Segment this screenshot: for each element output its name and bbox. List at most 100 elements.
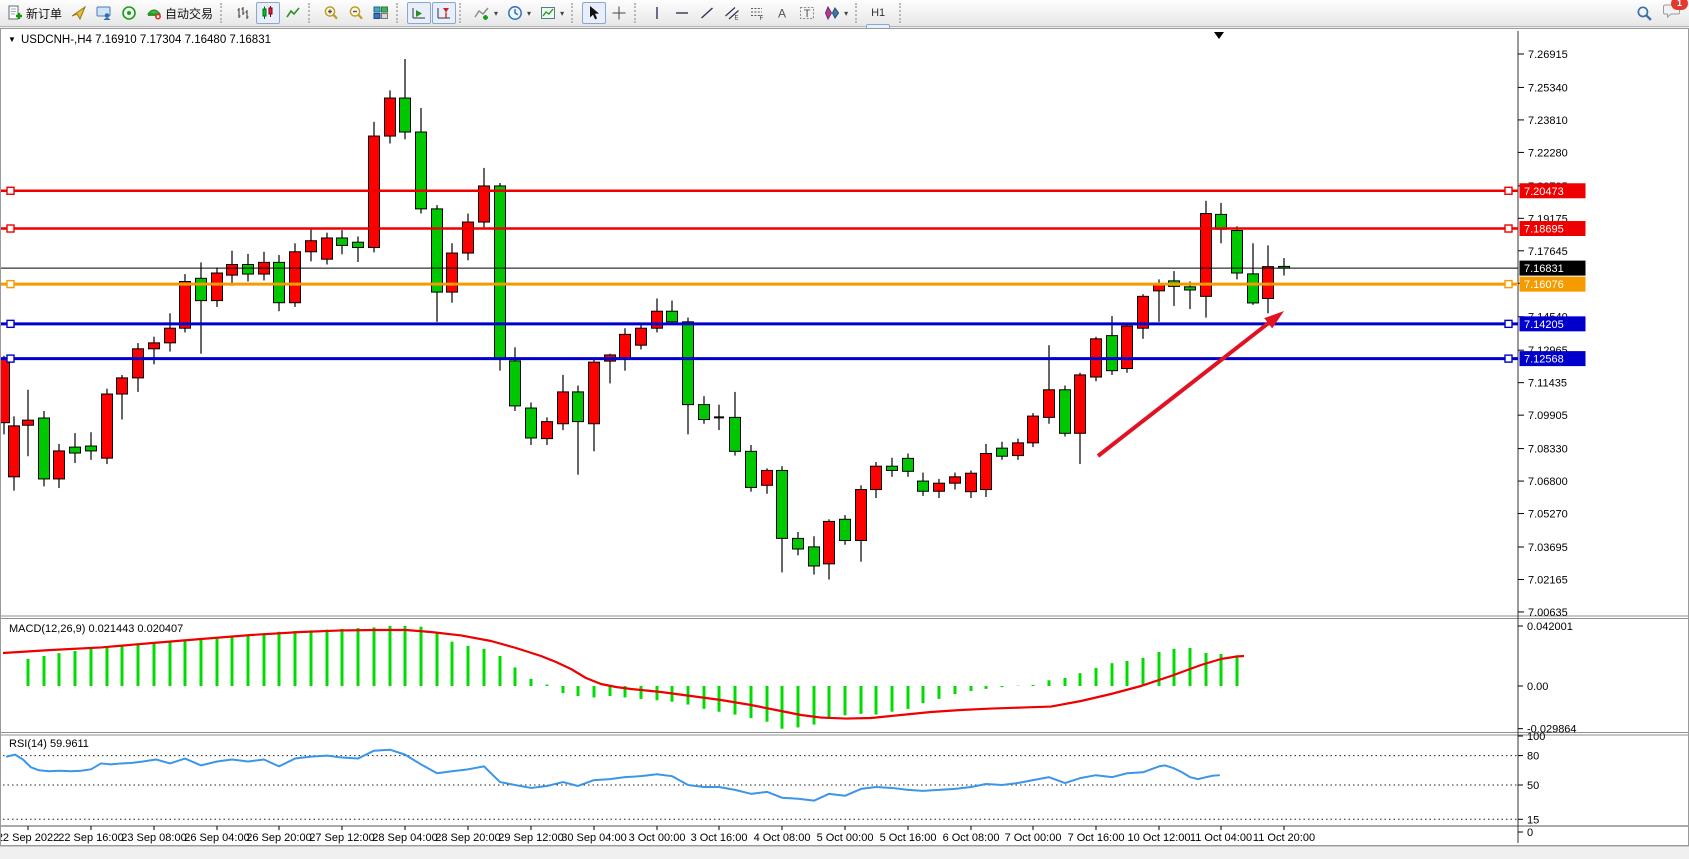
candle (557, 374, 569, 431)
equidistant-channel-button[interactable]: E (720, 2, 744, 24)
time-axis-label: 30 Sep 04:00 (561, 832, 626, 844)
templates-button[interactable]: ▾ (536, 2, 568, 24)
line-handle[interactable] (1504, 279, 1513, 289)
chart-canvas[interactable]: 7.269157.253407.238107.222807.207057.191… (0, 29, 1688, 845)
auto-trading-button[interactable]: 自动交易 (142, 2, 217, 24)
price-tick-label: 7.26915 (1528, 49, 1568, 61)
candle (666, 300, 678, 324)
candle (1074, 372, 1086, 465)
candle (368, 121, 380, 253)
arrows-button[interactable]: ▾ (820, 2, 852, 24)
candlestick-chart-button[interactable] (256, 2, 281, 24)
time-axis-label: 11 Oct 04:00 (1190, 832, 1252, 844)
time-axis-label: 22 Sep 2022 (1, 832, 59, 844)
line-handle[interactable] (6, 224, 15, 233)
line-handle[interactable] (6, 186, 15, 195)
candle (1262, 245, 1274, 314)
svg-text:E: E (735, 16, 739, 22)
price-tick-label: 7.22280 (1528, 147, 1568, 159)
indicators-button[interactable]: ▾ (470, 2, 502, 24)
svg-text:T: T (804, 8, 811, 20)
quotes-export-button[interactable] (67, 2, 91, 24)
svg-text:A: A (778, 7, 786, 21)
price-badge-label: 7.14205 (1524, 319, 1564, 331)
line-handle[interactable] (1504, 319, 1513, 329)
terminal-user-button[interactable] (92, 2, 116, 24)
time-axis-label: 10 Oct 12:00 (1128, 832, 1191, 844)
trend-arrow-line[interactable] (1096, 318, 1275, 458)
channel-icon: E (725, 7, 739, 22)
line-handle[interactable] (6, 279, 15, 289)
line-handle[interactable] (1504, 224, 1513, 233)
candle (1012, 438, 1024, 460)
toolbar-separator (308, 3, 314, 23)
text-button[interactable]: A (770, 2, 794, 24)
toolbar-separator (396, 3, 402, 23)
chart-window: 7.269157.253407.238107.222807.207057.191… (0, 28, 1689, 846)
candle (415, 108, 427, 214)
line-chart-icon (286, 7, 300, 18)
zoom-in-button[interactable] (319, 2, 343, 24)
chart-shift-marker[interactable] (1214, 32, 1224, 39)
timeframe-label: H1 (871, 7, 886, 19)
candle (384, 90, 396, 144)
time-axis-label: 11 Oct 20:00 (1253, 832, 1315, 844)
price-tick-label: 7.08330 (1528, 444, 1568, 456)
notification-badge: 1 (1671, 0, 1688, 10)
candle (101, 388, 113, 465)
candle (917, 472, 929, 496)
expert-advisor-icon (147, 9, 162, 20)
new-order-label: 新订单 (26, 6, 63, 21)
notifications-button[interactable]: 1 (1663, 0, 1688, 24)
horizontal-line-button[interactable] (670, 2, 694, 24)
rsi-line (6, 748, 1220, 802)
line-handle[interactable] (1504, 186, 1513, 195)
price-badge (1519, 260, 1586, 276)
toolbar-separator (220, 3, 226, 23)
tile-windows-icon (373, 6, 389, 19)
trendline-button[interactable] (695, 2, 719, 24)
rsi-axis-label: 50 (1527, 780, 1539, 792)
vertical-line-button[interactable] (645, 2, 669, 24)
dropdown-caret-icon: ▾ (494, 8, 499, 18)
candle (305, 227, 317, 262)
news-radar-button[interactable] (117, 2, 141, 24)
price-badge-label: 7.16076 (1524, 279, 1564, 291)
rsi-axis-label: 100 (1527, 731, 1545, 743)
crosshair-button[interactable] (607, 2, 631, 24)
timeframe-button-h1[interactable]: H1 (866, 2, 890, 24)
line-handle[interactable] (6, 319, 15, 329)
candle (776, 466, 788, 573)
price-tick-label: 7.06800 (1528, 476, 1568, 488)
candle (478, 167, 490, 229)
line-handle[interactable] (1504, 354, 1513, 363)
price-badge (1519, 221, 1586, 237)
zoom-out-button[interactable] (344, 2, 368, 24)
candle (572, 385, 584, 475)
cursor-arrow-icon (590, 6, 600, 20)
new-order-button[interactable]: 新订单 (3, 2, 66, 24)
text-icon: A (778, 7, 786, 21)
radar-icon (122, 6, 136, 20)
tile-windows-button[interactable] (369, 2, 393, 24)
user-monitor-icon (96, 6, 111, 20)
periods-button[interactable]: ▾ (503, 2, 535, 24)
toolbar-separator (855, 3, 861, 23)
line-handle[interactable] (6, 354, 15, 363)
candle (933, 478, 945, 499)
chart-shift-button[interactable] (432, 2, 457, 24)
search-button[interactable] (1632, 2, 1657, 24)
candle (1200, 200, 1212, 318)
line-chart-button[interactable] (281, 2, 305, 24)
candle (729, 391, 741, 456)
fibonacci-button[interactable]: F (745, 2, 769, 24)
candle (446, 243, 458, 303)
bar-chart-button[interactable] (231, 2, 255, 24)
chart-menu-arrow[interactable]: ▼ (8, 35, 16, 44)
candle (588, 360, 600, 452)
trend-arrow-head[interactable] (1264, 311, 1284, 329)
time-axis-label: 7 Oct 00:00 (1005, 832, 1062, 844)
zoom-in-icon (324, 6, 338, 20)
cursor-button[interactable] (582, 2, 607, 24)
auto-scroll-button[interactable] (407, 2, 432, 24)
